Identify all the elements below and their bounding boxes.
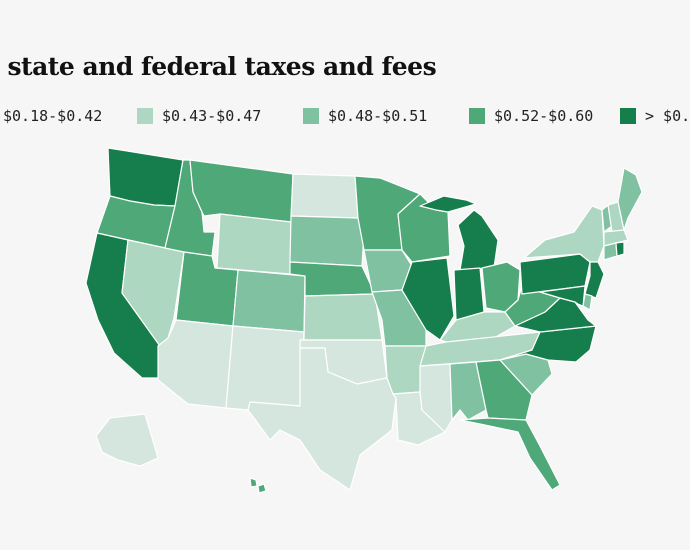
state-wy[interactable] — [216, 213, 292, 275]
state-ks[interactable] — [303, 293, 383, 341]
legend-swatch-4 — [469, 108, 485, 124]
legend-item-4: $0.52-$0.60 — [469, 107, 593, 125]
state-ny[interactable] — [523, 205, 605, 263]
state-me[interactable] — [617, 167, 643, 231]
legend-item-1: $0.18-$0.42 — [0, 107, 102, 125]
state-md[interactable] — [539, 285, 586, 307]
state-pa[interactable] — [519, 253, 591, 295]
legend-label-1: $0.18-$0.42 — [3, 107, 103, 125]
state-co[interactable] — [232, 269, 306, 333]
legend-label-2: $0.43-$0.47 — [162, 107, 262, 125]
legend-label-3: $0.48-$0.51 — [328, 107, 428, 125]
legend-item-3: $0.48-$0.51 — [303, 107, 427, 125]
state-ri[interactable] — [615, 241, 625, 257]
state-ak[interactable] — [95, 413, 159, 467]
state-fl[interactable] — [459, 417, 561, 491]
legend-item-2: $0.43-$0.47 — [137, 107, 261, 125]
state-nd[interactable] — [290, 173, 359, 219]
legend-label-5: > $0. — [645, 107, 690, 125]
state-wi[interactable] — [397, 193, 451, 263]
state-wa[interactable] — [107, 147, 184, 207]
state-sd[interactable] — [289, 215, 365, 267]
legend: $0.18-$0.42 $0.43-$0.47 $0.48-$0.51 $0.5… — [0, 107, 690, 131]
legend-label-4: $0.52-$0.60 — [494, 107, 594, 125]
state-ma[interactable] — [603, 229, 629, 247]
legend-item-5: > $0. — [620, 107, 690, 125]
state-nc[interactable] — [499, 325, 597, 363]
state-nj[interactable] — [584, 261, 605, 299]
state-nm[interactable] — [225, 325, 305, 411]
state-tx[interactable] — [247, 347, 397, 491]
state-hi[interactable] — [249, 477, 267, 494]
legend-swatch-5 — [620, 108, 636, 124]
map-title: as state and federal taxes and fees — [0, 52, 437, 81]
state-ct[interactable] — [603, 242, 618, 261]
legend-swatch-3 — [303, 108, 319, 124]
legend-swatch-2 — [137, 108, 153, 124]
state-mt[interactable] — [189, 159, 294, 223]
state-mi[interactable] — [419, 195, 499, 271]
